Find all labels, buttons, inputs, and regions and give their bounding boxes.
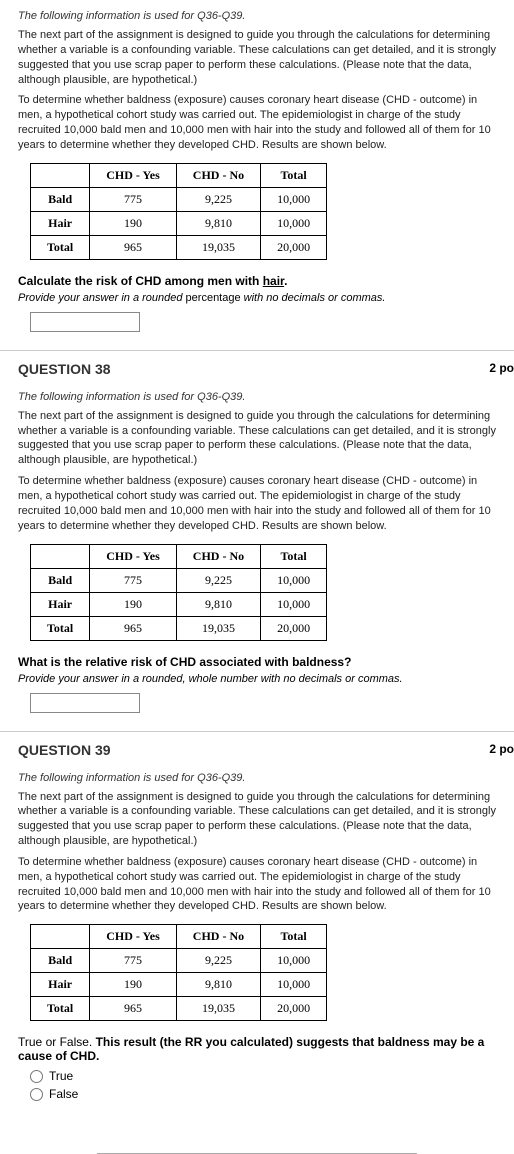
q39-false-radio[interactable] [30,1088,43,1101]
table-cell: 20,000 [261,997,327,1021]
q37-instr-pre: Provide your answer in a rounded [18,292,186,304]
table-row: Bald 775 9,225 10,000 [31,568,327,592]
table-header-cell: Total [261,163,327,187]
table-cell: 190 [90,973,177,997]
q39-true-radio[interactable] [30,1070,43,1083]
table-cell: 20,000 [261,235,327,259]
q37-prompt-underline: hair [263,274,284,288]
table-header-cell: Total [261,925,327,949]
table-cell: 9,810 [176,592,260,616]
table-cell: 965 [90,997,177,1021]
q37-answer-input[interactable] [30,312,140,332]
table-row: Total 965 19,035 20,000 [31,997,327,1021]
intro-para-1: The next part of the assignment is desig… [18,409,496,468]
table-header-cell [31,925,90,949]
q38-prompt: What is the relative risk of CHD associa… [18,655,496,669]
table-cell: 9,810 [176,211,260,235]
table-row: Total 965 19,035 20,000 [31,616,327,640]
q39-true-row[interactable]: True [30,1069,496,1083]
table-cell: Bald [31,949,90,973]
q37-prompt: Calculate the risk of CHD among men with… [18,274,496,288]
table-cell: 965 [90,235,177,259]
table-row: Total 965 19,035 20,000 [31,235,327,259]
table-cell: 9,225 [176,949,260,973]
table-cell: 10,000 [261,568,327,592]
q39-false-row[interactable]: False [30,1087,496,1101]
table-row: Bald 775 9,225 10,000 [31,187,327,211]
table-header-cell: CHD - No [176,544,260,568]
table-header-cell: CHD - Yes [90,163,177,187]
table-header-cell [31,544,90,568]
table-header-cell [31,163,90,187]
table-cell: 19,035 [176,235,260,259]
q37-instr-post: with no decimals or commas. [241,292,386,304]
question-38-header: QUESTION 38 [18,361,496,377]
table-cell: 190 [90,211,177,235]
data-table: CHD - Yes CHD - No Total Bald 775 9,225 … [30,163,327,260]
table-cell: 10,000 [261,949,327,973]
intro-para-1: The next part of the assignment is desig… [18,28,496,87]
table-header-cell: Total [261,544,327,568]
table-header-cell: CHD - Yes [90,544,177,568]
table-cell: Total [31,235,90,259]
table-header-cell: CHD - No [176,925,260,949]
table-cell: 20,000 [261,616,327,640]
q39-false-label: False [49,1087,78,1101]
question-38-block: QUESTION 38 2 po The following informati… [0,350,514,731]
question-39-block: QUESTION 39 2 po The following informati… [0,731,514,1124]
intro-para-1: The next part of the assignment is desig… [18,790,496,849]
intro-para-2: To determine whether baldness (exposure)… [18,855,496,914]
table-header-cell: CHD - Yes [90,925,177,949]
table-cell: 10,000 [261,187,327,211]
question-38-points: 2 po [489,361,514,375]
q39-true-label: True [49,1069,73,1083]
question-39-points: 2 po [489,742,514,756]
table-cell: Bald [31,568,90,592]
intro-para-2: To determine whether baldness (exposure)… [18,474,496,533]
data-table: CHD - Yes CHD - No Total Bald 775 9,225 … [30,544,327,641]
table-cell: 9,225 [176,187,260,211]
table-cell: 9,810 [176,973,260,997]
table-cell: 19,035 [176,997,260,1021]
table-cell: Total [31,997,90,1021]
table-cell: Hair [31,973,90,997]
question-37-block: The following information is used for Q3… [0,0,514,350]
table-row: Hair 190 9,810 10,000 [31,592,327,616]
table-header-row: CHD - Yes CHD - No Total [31,163,327,187]
question-39-header: QUESTION 39 [18,742,496,758]
table-cell: 19,035 [176,616,260,640]
table-cell: Hair [31,592,90,616]
table-row: Hair 190 9,810 10,000 [31,973,327,997]
table-cell: Total [31,616,90,640]
data-table: CHD - Yes CHD - No Total Bald 775 9,225 … [30,924,327,1021]
info-line: The following information is used for Q3… [18,772,496,784]
table-header-row: CHD - Yes CHD - No Total [31,544,327,568]
info-line: The following information is used for Q3… [18,10,496,22]
table-cell: 965 [90,616,177,640]
q37-instr-normal: percentage [186,292,241,304]
table-cell: 775 [90,187,177,211]
table-cell: 10,000 [261,592,327,616]
intro-para-2: To determine whether baldness (exposure)… [18,93,496,152]
q37-prompt-post: . [284,274,287,288]
q37-instruction: Provide your answer in a rounded percent… [18,292,496,304]
table-cell: 190 [90,592,177,616]
table-cell: Bald [31,187,90,211]
q37-prompt-pre: Calculate the risk of CHD among men with [18,274,263,288]
table-header-row: CHD - Yes CHD - No Total [31,925,327,949]
info-line: The following information is used for Q3… [18,391,496,403]
table-cell: 775 [90,568,177,592]
table-header-cell: CHD - No [176,163,260,187]
table-cell: 775 [90,949,177,973]
q38-answer-input[interactable] [30,693,140,713]
table-cell: 10,000 [261,211,327,235]
q39-prompt: True or False. This result (the RR you c… [18,1035,496,1063]
table-cell: 10,000 [261,973,327,997]
table-cell: Hair [31,211,90,235]
q39-prompt-pre: True or False. [18,1035,96,1049]
table-row: Bald 775 9,225 10,000 [31,949,327,973]
table-row: Hair 190 9,810 10,000 [31,211,327,235]
q38-instruction: Provide your answer in a rounded, whole … [18,673,496,685]
table-cell: 9,225 [176,568,260,592]
